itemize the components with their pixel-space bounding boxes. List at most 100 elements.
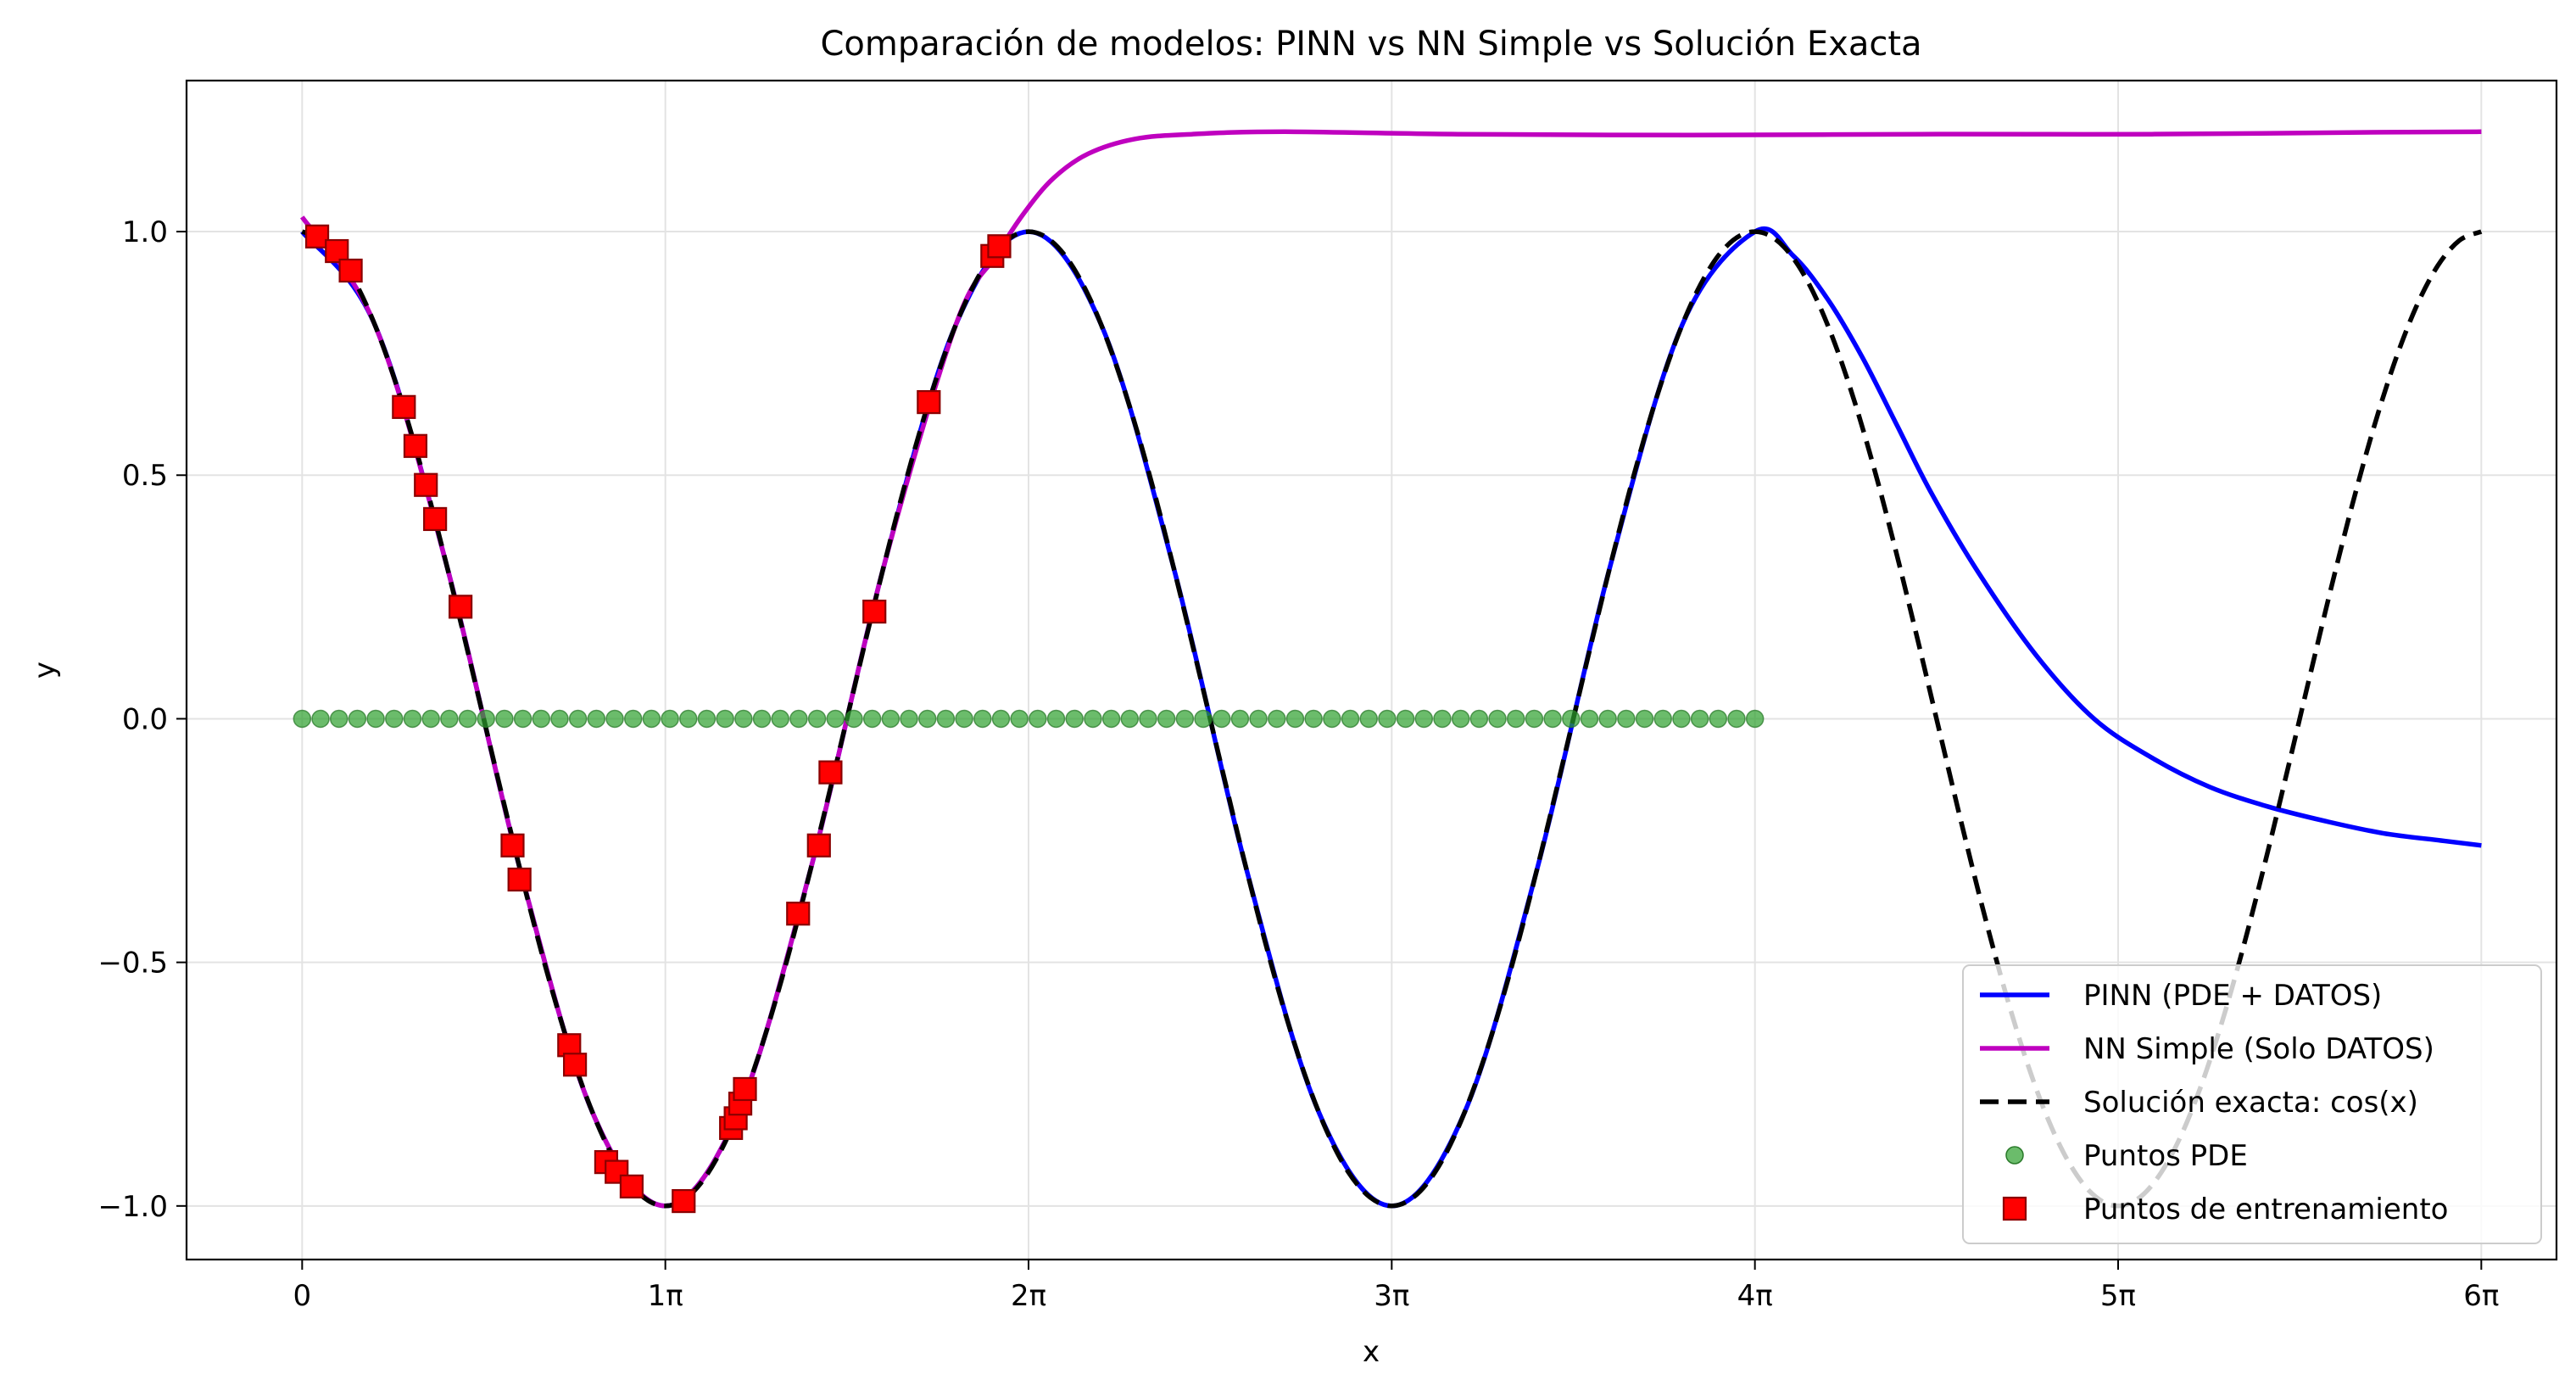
pde-point [1304,709,1323,729]
pde-point [1672,709,1691,729]
pde-point [661,709,679,729]
pde-point [1378,709,1397,729]
marker-layer [293,224,1765,1214]
pde-point [1598,709,1617,729]
x-axis-label: x [1363,1335,1380,1369]
pde-point [532,709,551,729]
pde-point [1617,709,1636,729]
pde-point [1709,709,1728,729]
x-tick-label: 3π [1374,1279,1409,1313]
pde-point [1175,709,1195,729]
y-tick-label: 0.5 [122,459,168,493]
pde-point [513,709,532,729]
pde-point [1010,709,1029,729]
x-tick-label: 0 [293,1279,312,1313]
pde-point [440,709,459,729]
pde-point [495,709,514,729]
pde-point [293,709,312,729]
pde-point [881,709,900,729]
pde-point [1562,709,1581,729]
legend-circle-swatch [2005,1146,2024,1165]
pde-point [1249,709,1268,729]
pde-point [1120,709,1140,729]
x-tick-label: 2π [1011,1279,1046,1313]
pde-point [1635,709,1654,729]
training-point [449,595,473,619]
y-tick-label: −1.0 [98,1190,168,1224]
training-point [563,1053,588,1077]
x-tick-label: 1π [648,1279,683,1313]
pde-point [679,709,698,729]
legend-label: Puntos PDE [2083,1139,2248,1173]
legend-label: PINN (PDE + DATOS) [2083,979,2382,1013]
y-tick-label: −0.5 [98,947,168,980]
chart-title: Comparación de modelos: PINN vs NN Simpl… [820,25,1921,64]
y-tick-label: 0.0 [122,702,168,736]
pde-point [1194,709,1213,729]
pde-point [936,709,956,729]
training-point [733,1076,757,1102]
pde-point [697,709,716,729]
training-point [818,760,843,785]
x-tick-label: 6π [2463,1279,2499,1313]
pde-point [1157,709,1176,729]
pde-point [1230,709,1250,729]
pde-point [421,709,440,729]
pde-point [826,709,845,729]
legend: PINN (PDE + DATOS) NN Simple (Solo DATOS)… [1962,964,2542,1244]
pde-point [1341,709,1360,729]
legend-label: NN Simple (Solo DATOS) [2083,1032,2434,1066]
training-point [414,472,438,497]
training-point [500,833,525,858]
training-point [423,506,448,532]
y-axis-label: y [28,662,62,679]
training-point [507,867,532,892]
pde-point [900,709,918,729]
pde-point [1653,709,1672,729]
x-tick-label: 5π [2100,1279,2136,1313]
x-tick-label: 4π [1737,1279,1773,1313]
training-point [338,258,363,283]
training-point [392,394,416,419]
pde-point [1139,709,1157,729]
pde-point [568,709,588,729]
training-point [304,224,330,249]
legend-square-swatch [2002,1196,2027,1221]
legend-label: Puntos de entrenamiento [2083,1193,2448,1226]
pde-point [1433,709,1452,729]
pde-point [1506,709,1525,729]
pde-point [587,709,606,729]
pde-point [642,709,661,729]
pde-point [955,709,973,729]
pde-point [789,709,808,729]
pde-point [403,709,422,729]
plot-frame [185,79,2558,1261]
training-point [786,902,811,926]
pde-point [477,709,495,729]
pde-point [1469,709,1489,729]
pde-point [862,709,882,729]
pde-point [771,709,789,729]
training-point [672,1188,696,1214]
pde-point [1046,709,1066,729]
pde-point [752,709,772,729]
pde-point [1029,709,1047,729]
legend-label: Solución exacta: cos(x) [2083,1086,2418,1120]
pde-point [1268,709,1286,729]
pde-point [1414,709,1434,729]
pde-point [1690,709,1709,729]
training-point [403,433,428,458]
pde-point [348,709,367,729]
pde-point [458,709,477,729]
training-point [325,238,349,264]
pde-point [845,709,863,729]
pde-point [1101,709,1121,729]
pde-point [1488,709,1507,729]
pde-point [550,709,569,729]
training-point [806,833,831,858]
pde-point [1323,709,1341,729]
training-point [862,599,887,624]
pde-point [1580,709,1599,729]
